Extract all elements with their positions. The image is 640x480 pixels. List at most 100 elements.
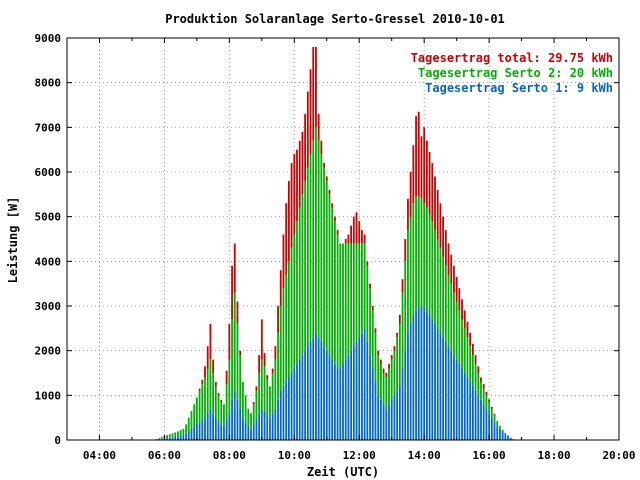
bar-segment (477, 366, 480, 373)
bar-segment (461, 368, 463, 440)
bar-segment (269, 386, 271, 418)
y-axis-label: Leistung [W] (6, 197, 20, 284)
bar-segment (239, 350, 242, 356)
bar-segment (190, 428, 193, 440)
bar-segment (274, 408, 277, 440)
bar-segment (323, 346, 325, 440)
bar-segment (206, 368, 209, 414)
bar-segment (158, 438, 160, 440)
bar-segment (179, 435, 182, 440)
bar-segment (463, 328, 466, 373)
bar-segment (447, 243, 450, 275)
x-axis-label: Zeit (UTC) (307, 465, 379, 479)
bar-segment (220, 402, 223, 425)
bar-segment (174, 436, 177, 440)
bar-segment (499, 425, 501, 427)
bar-segment (298, 140, 301, 208)
bar-segment (317, 337, 320, 440)
bar-segment (228, 359, 231, 414)
y-tick-label: 7000 (35, 121, 62, 134)
bar-segment (420, 198, 423, 306)
bar-segment (420, 306, 423, 440)
bar-segment (482, 384, 485, 389)
bar-segment (212, 373, 215, 414)
y-tick-label: 5000 (35, 211, 62, 224)
bar-segment (312, 140, 315, 338)
x-tick-label: 08:00 (213, 449, 246, 462)
bar-segment (304, 113, 307, 181)
bar-segment (274, 359, 277, 409)
y-tick-label: 9000 (35, 32, 62, 45)
bar-segment (379, 359, 382, 365)
bar-segment (198, 422, 201, 440)
legend-entry: Tagesertrag Serto 1: 9 kWh (425, 81, 613, 95)
bar-segment (396, 337, 399, 391)
bar-segment (455, 359, 458, 440)
bar-segment (201, 384, 204, 420)
bar-segment (301, 131, 304, 195)
bar-segment (377, 350, 380, 356)
bar-segment (255, 419, 258, 440)
bar-segment (301, 355, 304, 440)
bar-segment (444, 341, 447, 440)
bar-segment (320, 154, 323, 342)
bar-segment (266, 375, 269, 380)
bar-segment (374, 328, 377, 333)
bar-segment (260, 408, 263, 440)
bar-segment (482, 404, 485, 440)
bar-segment (185, 424, 187, 434)
bar-segment (439, 332, 442, 440)
bar-segment (198, 388, 201, 391)
bars (155, 46, 518, 441)
bar-segment (490, 406, 493, 409)
bar-segment (279, 270, 282, 306)
bar-segment (206, 346, 209, 369)
bar-segment (236, 301, 239, 324)
bar-segment (461, 319, 463, 369)
bar-segment (480, 399, 482, 440)
bar-segment (231, 319, 233, 400)
bar-segment (496, 422, 499, 427)
x-tick-label: 20:00 (602, 449, 635, 462)
bar-segment (350, 225, 353, 244)
bar-segment (287, 261, 290, 378)
bar-segment (379, 399, 382, 440)
bar-segment (204, 366, 206, 378)
x-tick-label: 04:00 (83, 449, 116, 462)
bar-segment (306, 167, 309, 347)
bar-segment (260, 319, 263, 360)
plot-frame (66, 37, 620, 441)
bar-segment (355, 341, 358, 440)
bar-segment (371, 310, 374, 369)
bar-segment (385, 408, 388, 440)
bar-segment (344, 359, 347, 440)
bar-segment (217, 393, 220, 396)
bar-segment (352, 243, 355, 347)
bar-segment (331, 207, 334, 360)
bar-segment (382, 373, 385, 405)
bar-segment (493, 414, 496, 416)
bar-segment (287, 377, 290, 440)
bar-segment (369, 355, 371, 440)
bar-segment (290, 373, 293, 440)
bar-segment (160, 436, 163, 440)
bar-segment (282, 386, 285, 440)
legend: Tagesertrag total: 29.75 kWhTagesertrag … (411, 51, 613, 95)
bar-segment (363, 234, 366, 244)
bar-segment (333, 221, 336, 365)
bar-segment (177, 431, 179, 437)
bar-segment (428, 214, 431, 315)
bar-segment (453, 265, 455, 293)
bar-segment (453, 292, 455, 356)
bar-segment (379, 364, 382, 400)
bar-segment (260, 359, 263, 409)
x-tick-label: 06:00 (148, 449, 181, 462)
bar-segment (447, 274, 450, 347)
bar-segment (171, 433, 174, 438)
bar-segment (347, 234, 350, 244)
bar-segment (271, 413, 274, 440)
bar-segment (401, 368, 404, 440)
bar-segment (442, 216, 445, 257)
bar-segment (488, 402, 491, 414)
